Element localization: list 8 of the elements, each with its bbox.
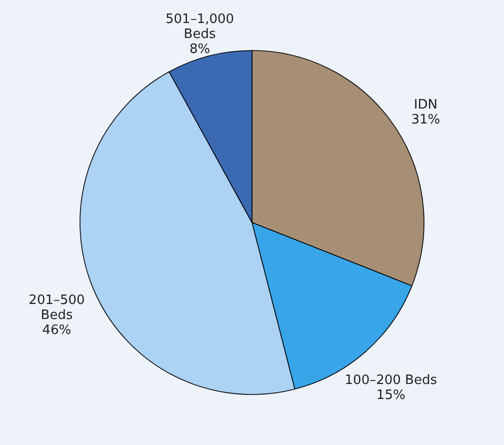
data-label: 46% xyxy=(42,322,72,338)
data-label: 31% xyxy=(411,112,440,128)
slice-label: 100–200 Beds xyxy=(344,373,438,388)
data-label: 8% xyxy=(189,42,210,58)
slice-label: 501–1,000 Beds xyxy=(166,12,234,42)
slice-label: 201–500 Beds xyxy=(28,292,85,323)
slice-label: IDN xyxy=(414,97,438,112)
data-label: 15% xyxy=(376,388,406,404)
